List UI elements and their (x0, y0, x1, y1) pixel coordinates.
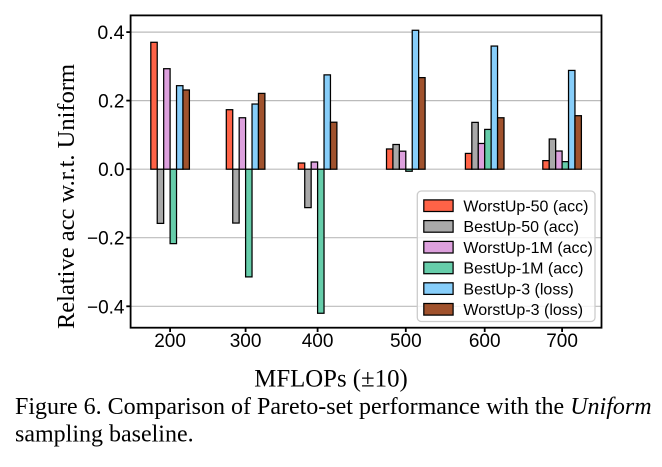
svg-text:MFLOPs (±10): MFLOPs (±10) (254, 366, 407, 393)
svg-text:BestUp-3 (loss): BestUp-3 (loss) (463, 281, 573, 298)
svg-text:0.4: 0.4 (97, 22, 124, 44)
svg-text:Figure 6. Comparison of Pareto: Figure 6. Comparison of Pareto-set perfo… (15, 394, 652, 420)
svg-text:−0.2: −0.2 (87, 229, 125, 250)
svg-text:BestUp-50 (acc): BestUp-50 (acc) (463, 219, 579, 236)
svg-text:300: 300 (230, 331, 262, 352)
svg-text:600: 600 (469, 331, 501, 352)
svg-text:700: 700 (546, 331, 578, 352)
svg-text:WorstUp-50 (acc): WorstUp-50 (acc) (463, 198, 588, 215)
svg-text:200: 200 (154, 331, 186, 352)
svg-text:WorstUp-1M (acc): WorstUp-1M (acc) (463, 240, 593, 257)
svg-text:BestUp-1M (acc): BestUp-1M (acc) (463, 261, 583, 278)
svg-text:0.0: 0.0 (98, 160, 124, 181)
svg-text:500: 500 (390, 331, 422, 352)
svg-text:−0.4: −0.4 (87, 297, 125, 318)
svg-text:400: 400 (302, 331, 334, 352)
svg-text:sampling baseline.: sampling baseline. (15, 421, 194, 447)
svg-text:Relative acc w.r.t. Uniform: Relative acc w.r.t. Uniform (53, 64, 80, 329)
svg-text:0.2: 0.2 (98, 92, 124, 113)
svg-text:WorstUp-3 (loss): WorstUp-3 (loss) (463, 302, 583, 319)
